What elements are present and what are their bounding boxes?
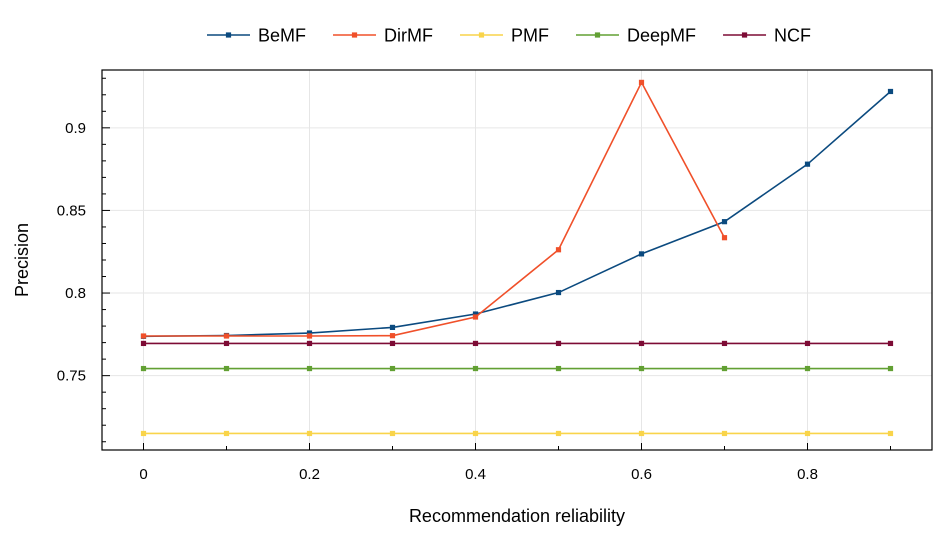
data-point [804, 340, 811, 347]
legend-item-ncf: NCF [723, 26, 811, 46]
y-tick-label: 0.8 [65, 285, 86, 302]
data-point [389, 340, 396, 347]
legend-marker [225, 32, 232, 38]
data-point [389, 365, 396, 372]
legend-label: DirMF [384, 26, 433, 46]
data-point [721, 430, 728, 437]
data-point [887, 430, 894, 437]
data-point [306, 330, 313, 336]
data-point [140, 365, 147, 372]
legend: BeMF DirMF PMF DeepMF NCF [207, 26, 811, 46]
data-point [555, 340, 562, 347]
legend-item-deepmf: DeepMF [576, 26, 696, 46]
axis-ticks [102, 77, 891, 450]
series-line [143, 90, 892, 338]
data-point [721, 365, 728, 372]
series-ncf [140, 340, 894, 347]
data-point [555, 289, 562, 296]
legend-item-bemf: BeMF [207, 26, 306, 46]
data-point [140, 430, 147, 437]
data-point [721, 235, 728, 241]
series-line [143, 80, 726, 337]
x-tick-label: 0.2 [299, 466, 320, 483]
series-bemf [140, 88, 894, 339]
legend-item-dirmf: DirMF [333, 26, 433, 46]
data-point [223, 333, 230, 339]
data-point [887, 340, 894, 347]
y-tick-label: 0.85 [57, 202, 86, 219]
data-point [306, 430, 313, 437]
plot-area [140, 79, 894, 437]
data-point [555, 247, 562, 253]
y-tick-label: 0.75 [57, 368, 86, 385]
legend-marker [594, 32, 601, 38]
data-point [638, 79, 645, 85]
data-point [804, 365, 811, 372]
data-point [472, 365, 479, 372]
y-axis-title: Precision [12, 223, 32, 297]
legend-label: BeMF [258, 26, 306, 46]
data-point [472, 311, 479, 317]
data-point [638, 251, 645, 257]
data-point [472, 314, 479, 320]
data-point [721, 340, 728, 347]
data-point [638, 430, 645, 437]
legend-label: PMF [511, 26, 549, 46]
data-point [555, 365, 562, 372]
series-pmf [140, 430, 894, 437]
data-point [306, 340, 313, 347]
y-tick-label: 0.9 [65, 120, 86, 137]
data-point [804, 161, 811, 167]
legend-label: DeepMF [627, 26, 696, 46]
series-deepmf [140, 365, 894, 372]
data-point [555, 430, 562, 437]
data-point [223, 365, 230, 372]
plot-frame [101, 69, 933, 451]
data-point [306, 333, 313, 339]
data-point [223, 430, 230, 437]
legend-label: NCF [774, 26, 811, 46]
data-point [223, 340, 230, 347]
data-point [804, 430, 811, 437]
data-point [721, 219, 728, 225]
data-point [472, 340, 479, 347]
data-point [638, 365, 645, 372]
data-point [389, 333, 396, 339]
series-dirmf [140, 79, 728, 339]
x-tick-label: 0.4 [465, 466, 486, 483]
legend-marker [478, 32, 485, 38]
data-point [472, 430, 479, 437]
data-point [389, 324, 396, 331]
data-point [140, 333, 147, 339]
tick-labels: 0 0.2 0.4 0.6 0.8 0.75 0.8 0.85 0.9 [57, 120, 818, 483]
data-point [887, 365, 894, 372]
x-tick-label: 0.8 [797, 466, 818, 483]
grid [102, 70, 932, 450]
legend-marker [741, 32, 748, 38]
legend-item-pmf: PMF [460, 26, 549, 46]
x-tick-label: 0.6 [631, 466, 652, 483]
data-point [306, 365, 313, 372]
data-point [638, 340, 645, 347]
legend-marker [351, 32, 358, 38]
data-point [389, 430, 396, 437]
x-tick-label: 0 [139, 466, 147, 483]
data-point [140, 340, 147, 347]
x-axis-title: Recommendation reliability [409, 506, 625, 526]
data-point [887, 88, 894, 95]
